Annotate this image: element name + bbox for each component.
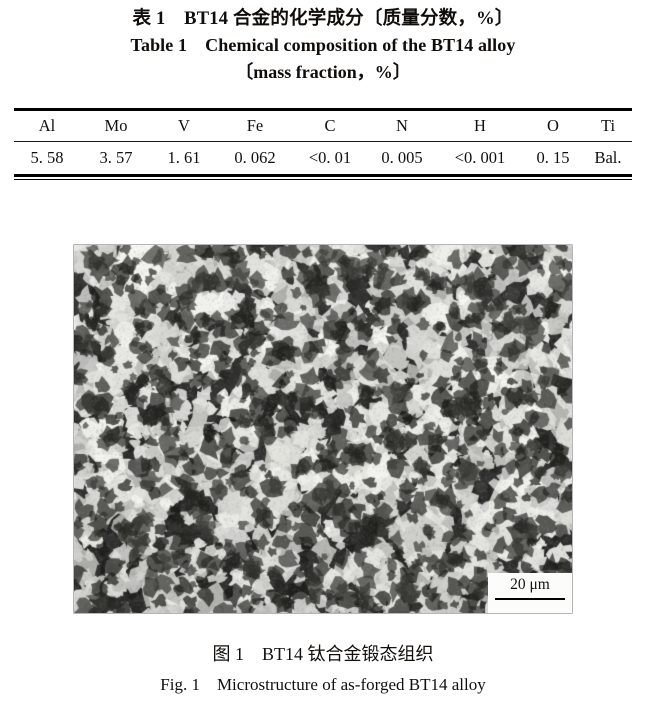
table-cell: 0. 062 [234, 148, 276, 168]
table-header-cell: Ti [600, 116, 616, 135]
table-bottom-rule-thick [14, 174, 632, 177]
table-header-cell: Mo [104, 116, 128, 135]
table-title-english-line1: Table 1 Chemical composition of the BT14… [130, 35, 516, 55]
figure-caption-block: 图 1 BT14 钛合金锻态组织 Fig. 1 Microstructure o… [0, 639, 646, 701]
table-title-block: 表 1 BT14 合金的化学成分〔质量分数，%〕 Table 1 Chemica… [0, 6, 646, 86]
table-cell: 0. 005 [381, 148, 423, 168]
table-bottom-rule-thin [14, 179, 632, 181]
table-cell: <0. 01 [308, 148, 352, 168]
composition-table-wrapper: Al Mo V Fe C N H O Ti [14, 108, 632, 181]
micrograph-image: 20 μm [74, 245, 572, 613]
figure-caption-chinese: 图 1 BT14 钛合金锻态组织 [212, 644, 434, 664]
micrograph-canvas [74, 245, 572, 613]
table-header-cell: N [396, 116, 408, 135]
table-header-cell: H [474, 116, 486, 135]
scale-bar: 20 μm [488, 573, 572, 613]
scale-bar-line [495, 598, 565, 601]
scale-bar-label: 20 μm [510, 576, 550, 593]
table-mid-rule [14, 141, 632, 143]
table-top-rule [14, 108, 632, 111]
table-header-cell: Al [38, 116, 56, 135]
table-cell: 1. 61 [167, 148, 201, 168]
table-cell: 3. 57 [99, 148, 133, 168]
table-header-cell: O [547, 116, 559, 135]
table-header-row: Al Mo V Fe C N H O Ti [14, 111, 632, 141]
table-cell: 5. 58 [30, 148, 64, 168]
table-row: 5. 58 3. 57 1. 61 0. 062 <0. 01 0. 005 <… [14, 142, 632, 174]
composition-table-body: 5. 58 3. 57 1. 61 0. 062 <0. 01 0. 005 <… [14, 142, 632, 174]
table-cell: Bal. [594, 148, 622, 168]
composition-table: Al Mo V Fe C N H O Ti [14, 111, 632, 141]
figure-caption-english: Fig. 1 Microstructure of as-forged BT14 … [160, 675, 486, 694]
table-cell: <0. 001 [454, 148, 506, 168]
table-header-cell: V [178, 116, 190, 135]
table-title-chinese: 表 1 BT14 合金的化学成分〔质量分数，%〕 [132, 9, 514, 29]
table-header-cell: Fe [246, 116, 264, 135]
table-title-english-line2: 〔mass fraction，%〕 [235, 62, 411, 82]
table-header-cell: C [324, 116, 336, 135]
table-cell: 0. 15 [536, 148, 570, 168]
